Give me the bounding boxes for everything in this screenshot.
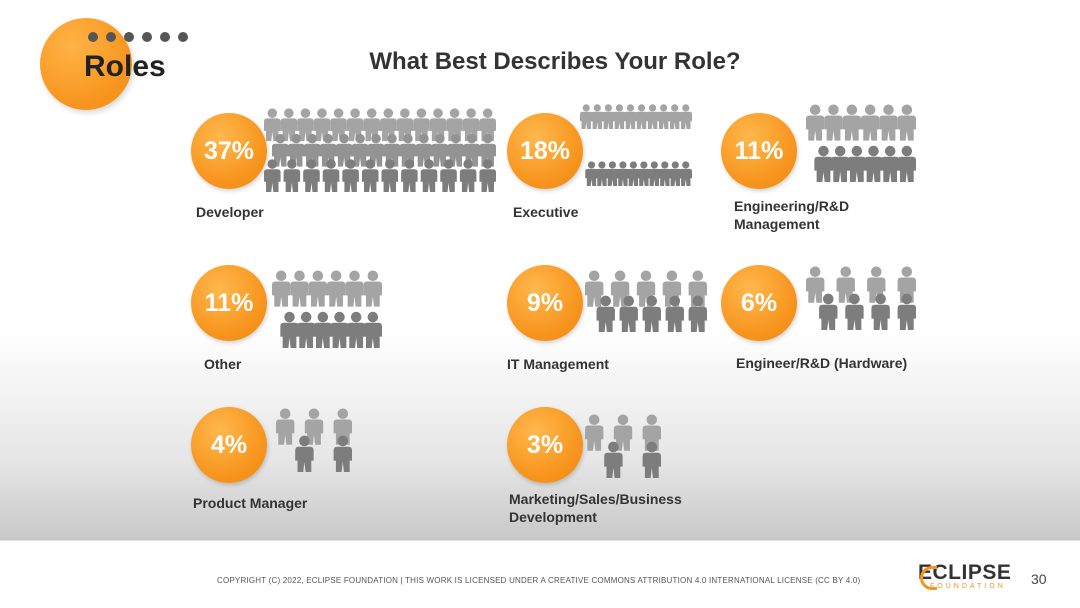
role-label-marketing-sales: Marketing/Sales/Business Development <box>509 491 682 525</box>
people-group-icon <box>585 270 707 332</box>
role-label-product-manager: Product Manager <box>193 495 308 511</box>
role-label-other: Other <box>204 356 242 372</box>
percent-circle-other: 11% <box>191 265 267 341</box>
page-number: 30 <box>1031 571 1047 587</box>
people-group-icon <box>806 104 916 182</box>
people-group-icon <box>585 414 661 478</box>
page-title: What Best Describes Your Role? <box>369 48 741 75</box>
logo-subtitle: FOUNDATION <box>930 583 1006 590</box>
role-label-executive: Executive <box>513 204 579 220</box>
people-group-icon <box>276 408 352 472</box>
percent-circle-it-management: 9% <box>507 265 583 341</box>
people-group-icon <box>580 104 692 186</box>
people-group-icon <box>264 108 496 192</box>
percent-circle-executive: 18% <box>507 113 583 189</box>
role-label-developer: Developer <box>196 204 264 220</box>
percent-circle-engineer-rd-hardware: 6% <box>721 265 797 341</box>
logo-wordmark: ECLIPSE <box>918 561 1012 584</box>
role-label-engineering-rd-management: Engineering/R&D Management <box>734 198 850 232</box>
people-group-icon <box>806 266 916 330</box>
percent-circle-marketing-sales: 3% <box>507 407 583 483</box>
percent-circle-product-manager: 4% <box>191 407 267 483</box>
role-label-engineer-rd-hardware: Engineer/R&D (Hardware) <box>736 355 908 371</box>
role-label-it-management: IT Management <box>507 356 609 372</box>
eclipse-arc-icon <box>920 566 937 590</box>
percent-circle-developer: 37% <box>191 113 267 189</box>
copyright-notice: COPYRIGHT (C) 2022, ECLIPSE FOUNDATION |… <box>217 576 861 585</box>
dots-icon <box>88 32 188 42</box>
eclipse-logo: ECLIPSE FOUNDATION <box>918 561 1011 590</box>
percent-circle-engineering-rd-management: 11% <box>721 113 797 189</box>
title-badge <box>40 18 132 110</box>
slide-title: Roles <box>84 50 166 83</box>
people-group-icon <box>272 270 382 348</box>
